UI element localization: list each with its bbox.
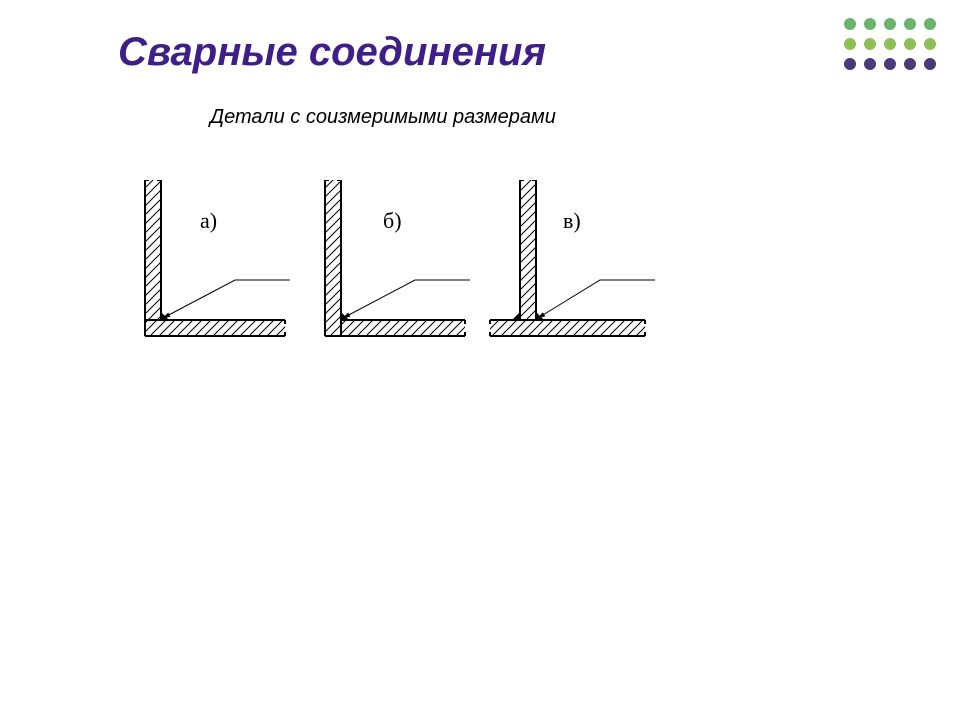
- diagram-label: в): [563, 208, 581, 234]
- diagram-label: а): [200, 208, 217, 234]
- welded-joints-diagram: [135, 180, 655, 360]
- diagram-label: б): [383, 208, 402, 234]
- decoration-dot: [844, 58, 856, 70]
- diagram-area: а) б) в): [135, 180, 655, 360]
- decoration-dot: [904, 38, 916, 50]
- decoration-dot: [924, 38, 936, 50]
- page-title: Сварные соединения: [118, 30, 546, 75]
- weld-joint-diagram: [145, 180, 290, 336]
- decoration-dot: [904, 58, 916, 70]
- decoration-dot: [924, 58, 936, 70]
- decoration-dot: [864, 38, 876, 50]
- decoration-dot: [844, 18, 856, 30]
- decoration-dot: [864, 58, 876, 70]
- weld-joint-diagram: [490, 180, 655, 336]
- decoration-dot: [884, 58, 896, 70]
- decoration-dot: [844, 38, 856, 50]
- decoration-dot: [884, 18, 896, 30]
- page-subtitle: Детали с соизмеримыми размерами: [210, 106, 556, 129]
- decoration-dot: [864, 18, 876, 30]
- decoration-dot: [924, 18, 936, 30]
- weld-joint-diagram: [325, 180, 470, 336]
- decoration-dot: [904, 18, 916, 30]
- decoration-dot: [884, 38, 896, 50]
- corner-decoration: [844, 18, 936, 70]
